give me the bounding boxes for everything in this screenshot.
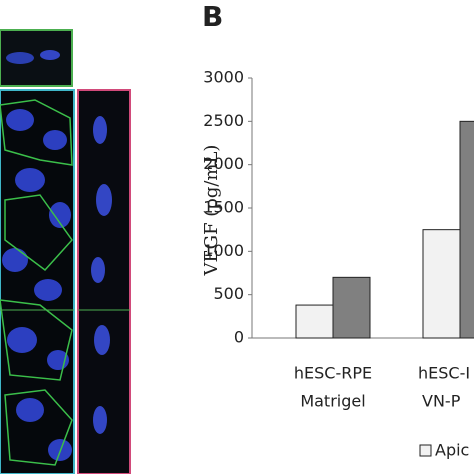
y-tick-label: 2000	[203, 154, 244, 173]
y-tick-label: 500	[213, 284, 244, 303]
x-tick-label: VN-P	[422, 392, 461, 411]
x-tick-label: Matrigel	[300, 392, 365, 411]
bar	[295, 304, 334, 339]
legend-label: Apic	[435, 441, 469, 460]
panel-label: B	[202, 0, 223, 33]
bar	[422, 229, 461, 339]
x-tick-label: hESC-I	[418, 364, 470, 383]
bar	[459, 120, 474, 339]
y-tick-label: 2500	[203, 111, 244, 130]
legend-swatch	[419, 444, 432, 457]
y-tick-label: 1500	[203, 198, 244, 217]
x-tick-label: hESC-RPE	[294, 364, 372, 383]
y-axis-title: VEGF (pg/mL)	[201, 145, 222, 277]
microscopy-image	[0, 29, 131, 474]
y-tick-label: 1000	[203, 241, 244, 260]
y-tick-label: 3000	[203, 68, 244, 87]
y-tick-label: 0	[234, 328, 244, 347]
bar	[332, 276, 371, 339]
